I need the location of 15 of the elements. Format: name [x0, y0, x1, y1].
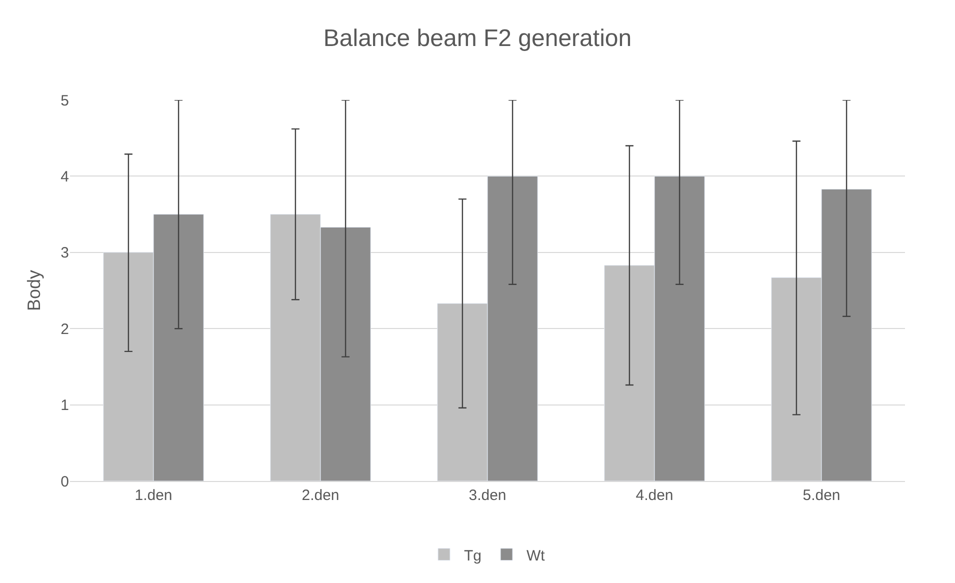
y-tick-label: 3: [60, 244, 69, 262]
y-tick-label: 4: [60, 168, 69, 186]
y-axis-title: Body: [24, 270, 44, 312]
x-tick-label: 5.den: [802, 487, 840, 504]
x-tick-label: 1.den: [134, 487, 172, 504]
y-tick-label: 5: [60, 92, 69, 110]
legend-label: Wt: [526, 547, 546, 564]
x-tick-label: 4.den: [636, 487, 674, 504]
x-tick-label: 2.den: [302, 487, 340, 504]
x-tick-label: 3.den: [468, 487, 506, 504]
y-tick-label: 0: [60, 473, 69, 490]
y-tick-label: 1: [60, 397, 69, 414]
chart-title: Balance beam F2 generation: [323, 24, 632, 52]
legend-label: Tg: [464, 547, 482, 564]
y-tick-label: 2: [60, 320, 69, 338]
